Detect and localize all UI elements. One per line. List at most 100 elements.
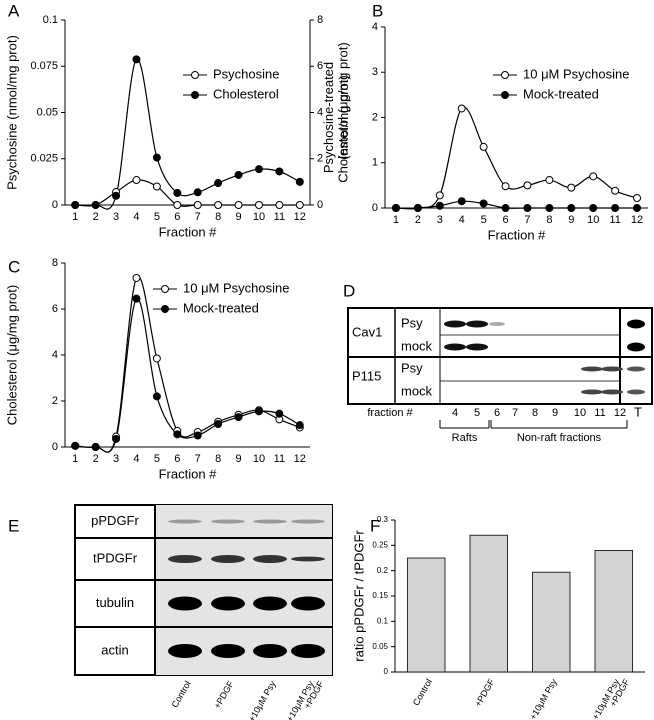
x-tick-label: 5 <box>481 214 487 226</box>
panel-letter: C <box>8 257 20 276</box>
y-tick-label: 0 <box>52 441 58 453</box>
data-point <box>234 201 243 209</box>
blot-band <box>466 320 488 328</box>
data-point <box>435 201 444 210</box>
x-tick-label: 8 <box>215 453 221 465</box>
data-point <box>545 204 554 212</box>
y-tick-label: 0 <box>384 667 389 676</box>
data-point <box>112 191 121 200</box>
blot-band <box>253 644 287 658</box>
x-tick-label: 11 <box>274 211 285 223</box>
blot-lane-label: 7 <box>512 407 518 419</box>
y-tick-label: 0.1 <box>377 616 389 625</box>
blot-band <box>211 596 245 611</box>
data-point <box>152 392 161 401</box>
data-point <box>435 191 444 200</box>
data-point <box>275 201 284 209</box>
legend-label: Psychosine <box>213 66 279 81</box>
blot-band <box>291 644 325 658</box>
x-tick-label: 1 <box>72 211 78 223</box>
x-tick-label: 7 <box>195 453 201 465</box>
data-point <box>91 201 100 209</box>
blot-band <box>466 343 488 351</box>
data-point <box>501 182 510 191</box>
y-axis-label: (nmol/mg prot) <box>336 75 351 160</box>
data-point <box>173 201 182 209</box>
data-point <box>254 165 263 174</box>
y-axis-label: Psychosine-treated <box>321 62 336 173</box>
blot-sub-label: Psy <box>401 315 423 330</box>
blot-lane-label: 5 <box>474 407 480 419</box>
x-tick-label: +10μM Psy <box>528 677 560 720</box>
blot-band <box>601 366 623 372</box>
blot-band <box>211 519 245 524</box>
data-point <box>173 188 182 197</box>
legend-marker <box>501 91 509 99</box>
blot-lane-label: 8 <box>532 407 538 419</box>
blot-band <box>168 519 202 524</box>
blot-band <box>627 366 645 372</box>
x-tick-label: +PDGF <box>473 677 497 709</box>
x-tick-label: 7 <box>524 214 530 226</box>
data-point <box>152 354 161 363</box>
y-tick-label: 0 <box>317 199 323 211</box>
x-tick-label: 12 <box>631 214 643 226</box>
legend-label: Mock-treated <box>523 86 599 101</box>
data-point <box>545 175 554 184</box>
data-point <box>457 197 466 206</box>
data-point <box>275 409 284 418</box>
y-tick-label: 8 <box>52 257 58 269</box>
blot-group-label: Non-raft fractions <box>517 432 602 444</box>
blot-band <box>627 389 645 395</box>
x-tick-label: 11 <box>274 453 285 465</box>
blot-band <box>253 596 287 611</box>
blot-sub-label: Psy <box>401 360 423 375</box>
series-line <box>395 106 638 210</box>
blot-row-label: tPDGFr <box>93 550 138 565</box>
blot-group-label: Rafts <box>452 432 478 444</box>
y-axis-label: Psychosine (nmol/mg prot) <box>4 35 19 190</box>
data-point <box>589 204 598 212</box>
bar <box>407 557 446 673</box>
blot-sub-label: mock <box>401 383 433 398</box>
legend-label: 10 μM Psychosine <box>523 66 629 81</box>
data-point <box>295 201 304 209</box>
x-tick-label: 3 <box>113 211 119 223</box>
legend-marker <box>161 285 169 293</box>
blot-band <box>581 389 603 395</box>
data-point <box>633 204 642 212</box>
blot-row-label: actin <box>101 642 128 657</box>
y-tick-label: 4 <box>372 21 378 33</box>
y-tick-label: 0.025 <box>30 153 58 165</box>
x-tick-label: 5 <box>154 211 160 223</box>
blot-band <box>168 555 202 563</box>
bar <box>532 571 571 673</box>
data-point <box>457 104 466 113</box>
data-point <box>413 204 422 212</box>
blot-band <box>489 322 505 326</box>
series-line <box>75 298 301 453</box>
blot-lane-label: 11 <box>594 407 605 419</box>
data-point <box>214 201 223 209</box>
blot-lane-label: 12 <box>614 407 626 419</box>
x-tick-label: Control <box>170 679 193 709</box>
blot-band <box>291 519 325 524</box>
x-axis-label: Fraction # <box>159 466 218 481</box>
blot-lane-label: 9 <box>552 407 558 419</box>
data-point <box>567 204 576 212</box>
blot-band <box>444 343 466 351</box>
blot-band <box>168 596 202 611</box>
x-tick-label: 4 <box>133 211 139 223</box>
x-tick-label: 9 <box>568 214 574 226</box>
blot-band <box>253 519 287 524</box>
x-tick-label: 1 <box>72 453 78 465</box>
data-point <box>523 204 532 212</box>
data-point <box>275 167 284 176</box>
blot-band <box>444 320 466 328</box>
data-point <box>633 194 642 203</box>
blot-band <box>627 319 645 329</box>
data-point <box>152 182 161 191</box>
legend-marker <box>161 305 169 313</box>
data-point <box>132 273 141 282</box>
